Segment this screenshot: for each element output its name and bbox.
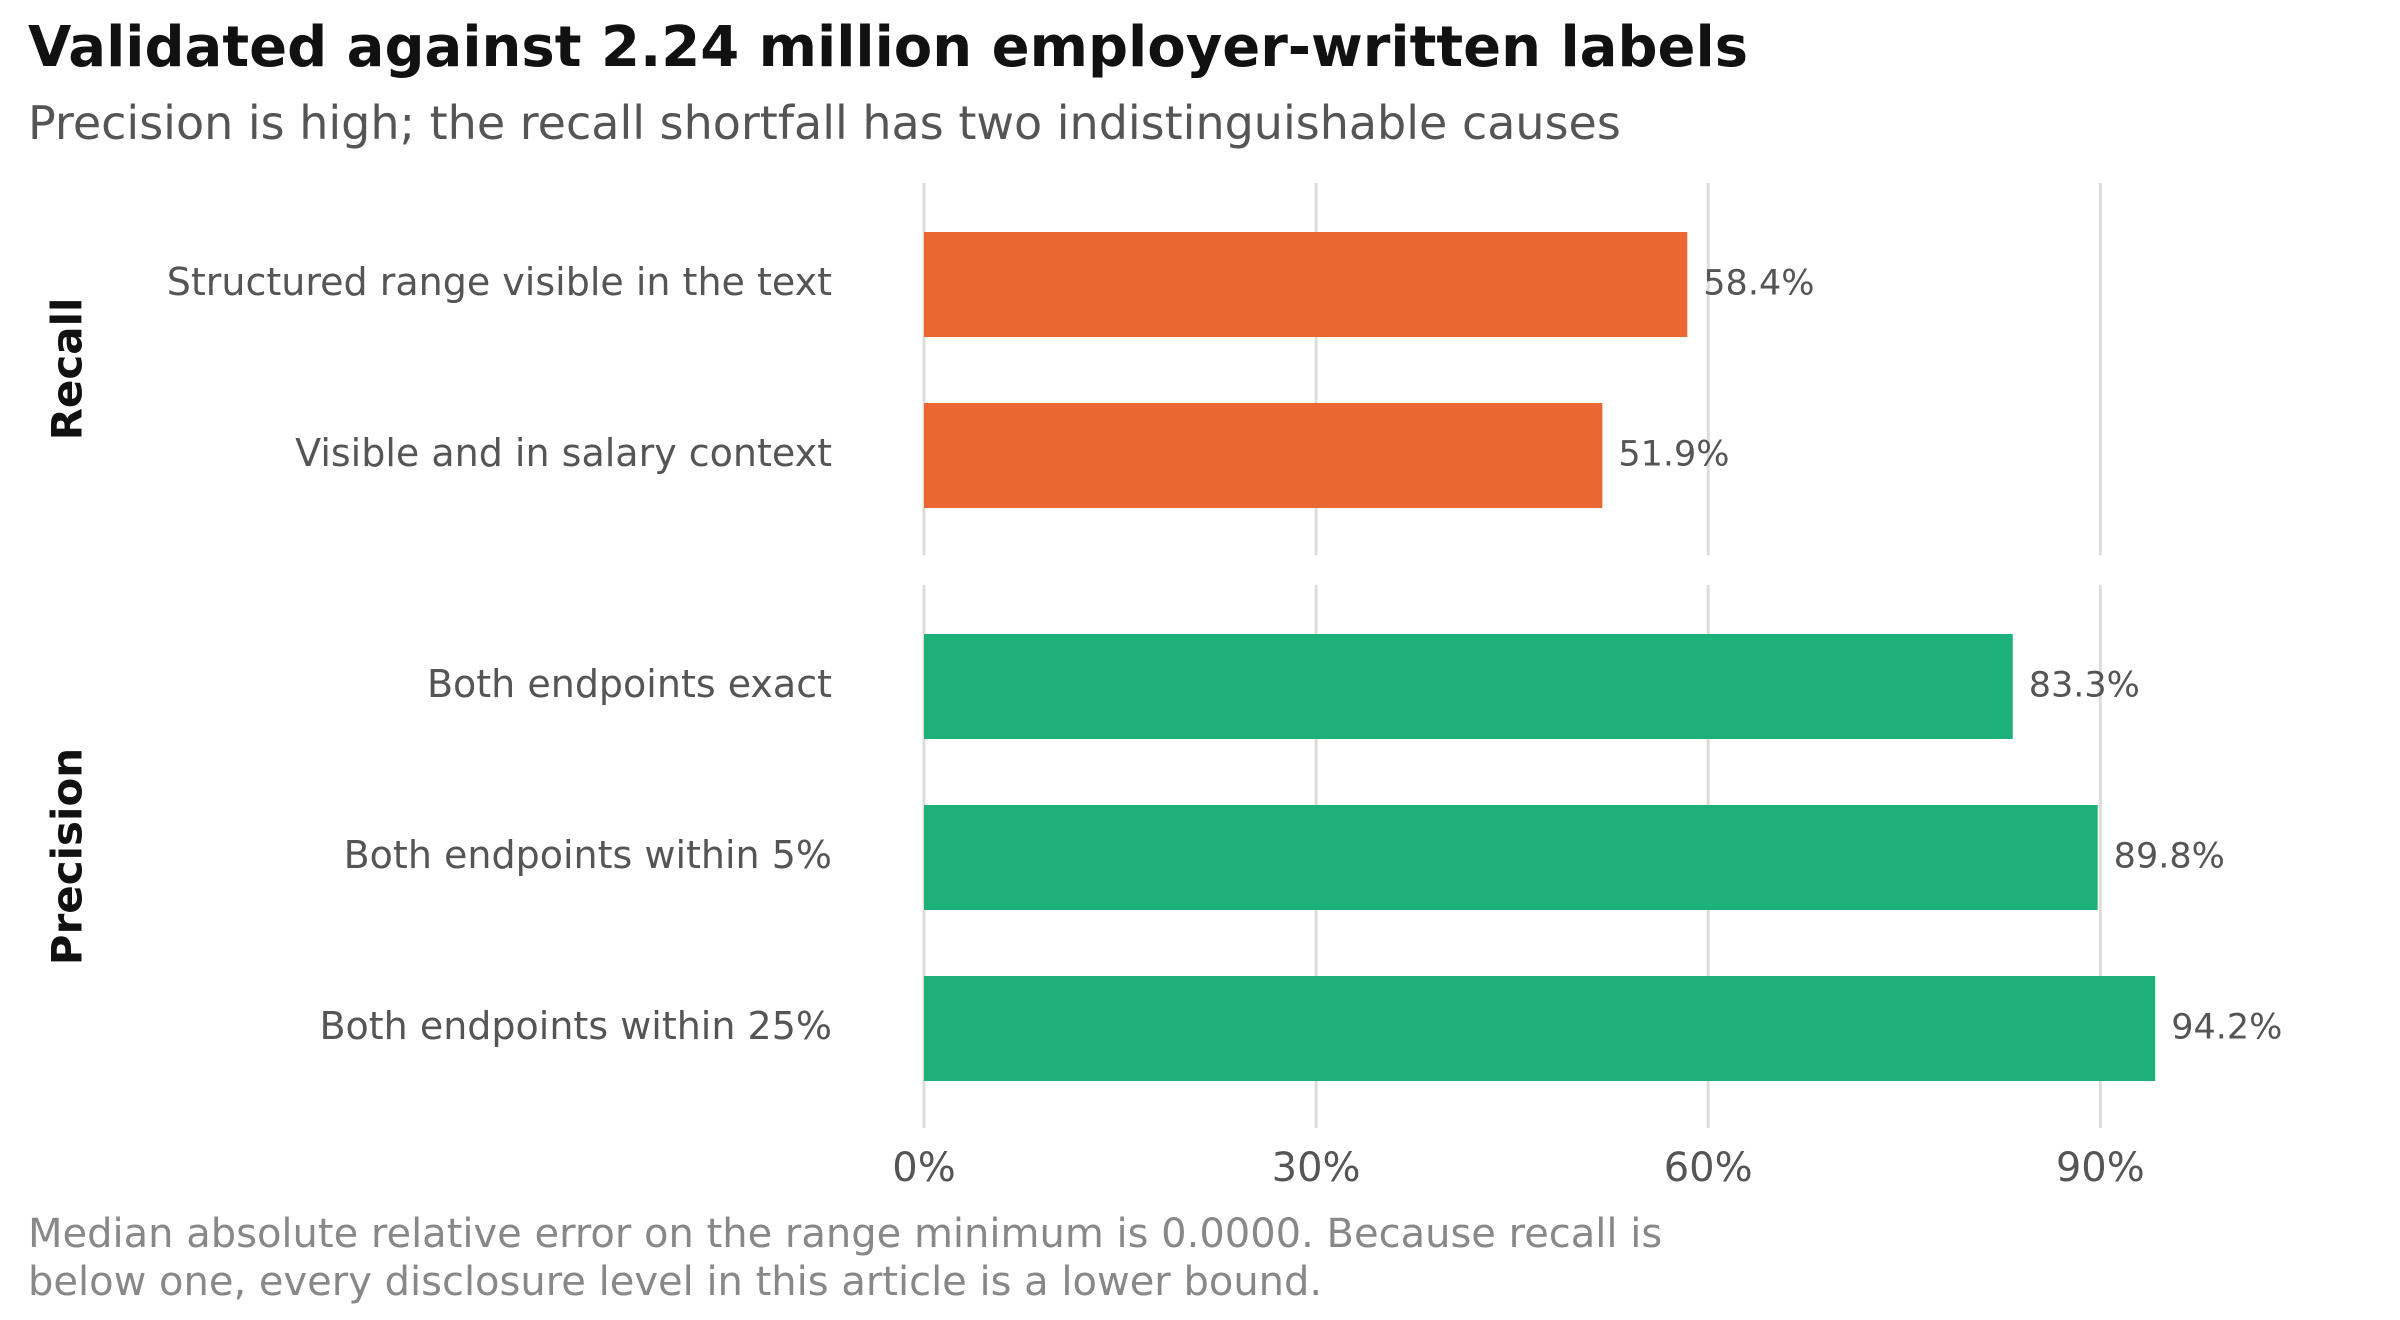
x-tick-label-3: 90% [2056, 1145, 2145, 1191]
panel-label-recall: Recall [43, 298, 92, 441]
category-label-precision-2: Both endpoints within 25% [319, 1004, 832, 1048]
bar-recall-1 [924, 403, 1603, 508]
footnote-line-2: below one, every disclosure level in thi… [28, 1259, 1323, 1305]
category-label-precision-1: Both endpoints within 5% [344, 833, 832, 877]
chart-title: Validated against 2.24 million employer-… [28, 15, 1749, 80]
chart-subtitle: Precision is high; the recall shortfall … [28, 96, 1621, 150]
category-label-recall-0: Structured range visible in the text [167, 260, 832, 304]
category-label-recall-1: Visible and in salary context [295, 431, 832, 475]
bar-precision-2 [924, 976, 2156, 1081]
x-tick-label-1: 30% [1272, 1145, 1361, 1191]
value-label-recall-0: 58.4% [1703, 264, 1814, 304]
bar-recall-0 [924, 232, 1688, 337]
value-label-precision-0: 83.3% [2029, 666, 2140, 706]
panel-label-precision: Precision [43, 748, 92, 965]
value-label-precision-2: 94.2% [2171, 1008, 2282, 1048]
value-label-recall-1: 51.9% [1618, 435, 1729, 475]
chart-footnote: Median absolute relative error on the ra… [28, 1210, 1662, 1306]
bar-precision-0 [924, 634, 2013, 739]
x-tick-label-0: 0% [892, 1145, 955, 1191]
value-label-precision-1: 89.8% [2114, 837, 2225, 877]
category-label-precision-0: Both endpoints exact [427, 662, 832, 706]
bar-precision-1 [924, 805, 2098, 910]
x-tick-label-2: 60% [1664, 1145, 1753, 1191]
footnote-line-1: Median absolute relative error on the ra… [28, 1211, 1663, 1257]
